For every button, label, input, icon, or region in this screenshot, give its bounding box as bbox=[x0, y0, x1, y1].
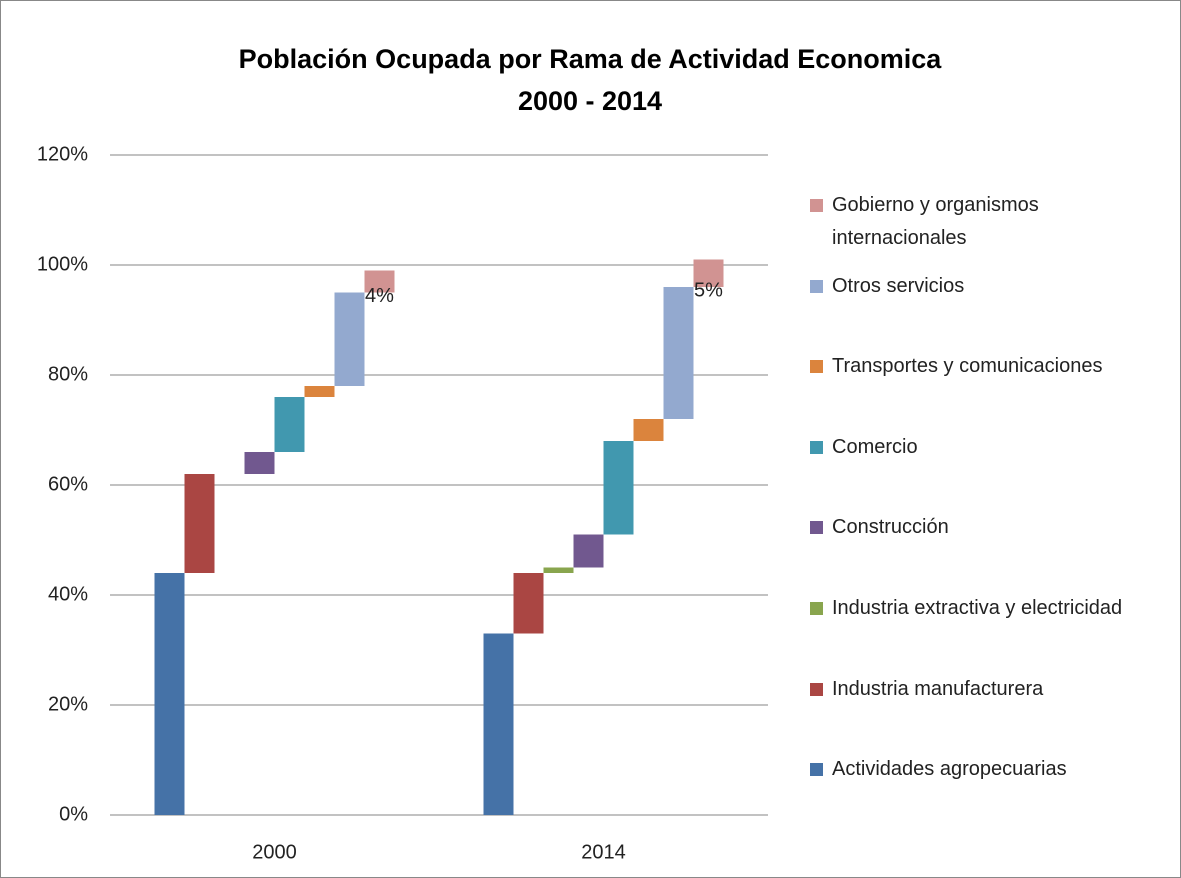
bar-segment bbox=[513, 573, 544, 634]
legend-entry: Comercio bbox=[810, 431, 1150, 464]
legend-swatch bbox=[810, 360, 823, 374]
legend-swatch bbox=[810, 682, 823, 696]
legend-swatch bbox=[810, 199, 823, 212]
legend-label: Gobierno y organismos internacionales bbox=[832, 194, 1039, 249]
y-tick-label: 120% bbox=[37, 143, 88, 165]
y-tick-label: 20% bbox=[48, 693, 88, 715]
y-tick-label: 0% bbox=[59, 803, 88, 825]
legend-entry: Construcción bbox=[810, 511, 1150, 544]
bar-segment bbox=[633, 419, 664, 441]
legend-entry: Industria manufacturera bbox=[810, 673, 1150, 706]
legend-swatch bbox=[810, 440, 823, 454]
legend-label: Transportes y comunicaciones bbox=[832, 355, 1103, 378]
bar-segment bbox=[693, 259, 724, 287]
legend-entry: Gobierno y organismos internacionales bbox=[810, 189, 1150, 255]
data-label: 5% bbox=[694, 279, 723, 301]
legend-label: Construcción bbox=[832, 516, 949, 539]
bar-segment bbox=[304, 386, 335, 397]
bar-segment bbox=[334, 292, 365, 386]
legend-swatch bbox=[810, 279, 823, 293]
y-tick-label: 80% bbox=[48, 363, 88, 385]
legend-entry: Industria extractiva y electricidad bbox=[810, 592, 1150, 625]
y-tick-label: 40% bbox=[48, 583, 88, 605]
bar-segment bbox=[184, 474, 215, 573]
bar-segment bbox=[274, 397, 305, 452]
bar-segment bbox=[244, 452, 275, 474]
legend-label: Actividades agropecuarias bbox=[832, 758, 1067, 781]
legend-swatch bbox=[810, 763, 823, 777]
bar-segment bbox=[663, 287, 694, 419]
legend-entry: Otros servicios bbox=[810, 270, 1150, 303]
legend-label: Industria manufacturera bbox=[832, 677, 1044, 700]
bar-segment bbox=[483, 633, 514, 815]
legend-swatch bbox=[810, 602, 823, 615]
legend-entry: Transportes y comunicaciones bbox=[810, 350, 1150, 383]
y-tick-label: 100% bbox=[37, 253, 88, 275]
x-tick-label: 2000 bbox=[252, 841, 297, 863]
x-tick-label: 2014 bbox=[581, 841, 626, 863]
data-label: 4% bbox=[365, 285, 394, 307]
bar-segment bbox=[543, 567, 574, 573]
bar-segment bbox=[573, 534, 604, 568]
legend-label: Otros servicios bbox=[832, 274, 965, 297]
legend-swatch bbox=[810, 521, 823, 535]
legend-label: Industria extractiva y electricidad bbox=[832, 597, 1123, 619]
bar-segment bbox=[364, 270, 395, 293]
legend-label: Comercio bbox=[832, 435, 918, 458]
bar-segment bbox=[603, 441, 634, 535]
chart-title: Población Ocupada por Rama de Actividad … bbox=[238, 44, 942, 116]
legend-entry: Actividades agropecuarias bbox=[810, 753, 1150, 786]
y-tick-label: 60% bbox=[48, 473, 88, 495]
bar-segment bbox=[154, 573, 185, 815]
